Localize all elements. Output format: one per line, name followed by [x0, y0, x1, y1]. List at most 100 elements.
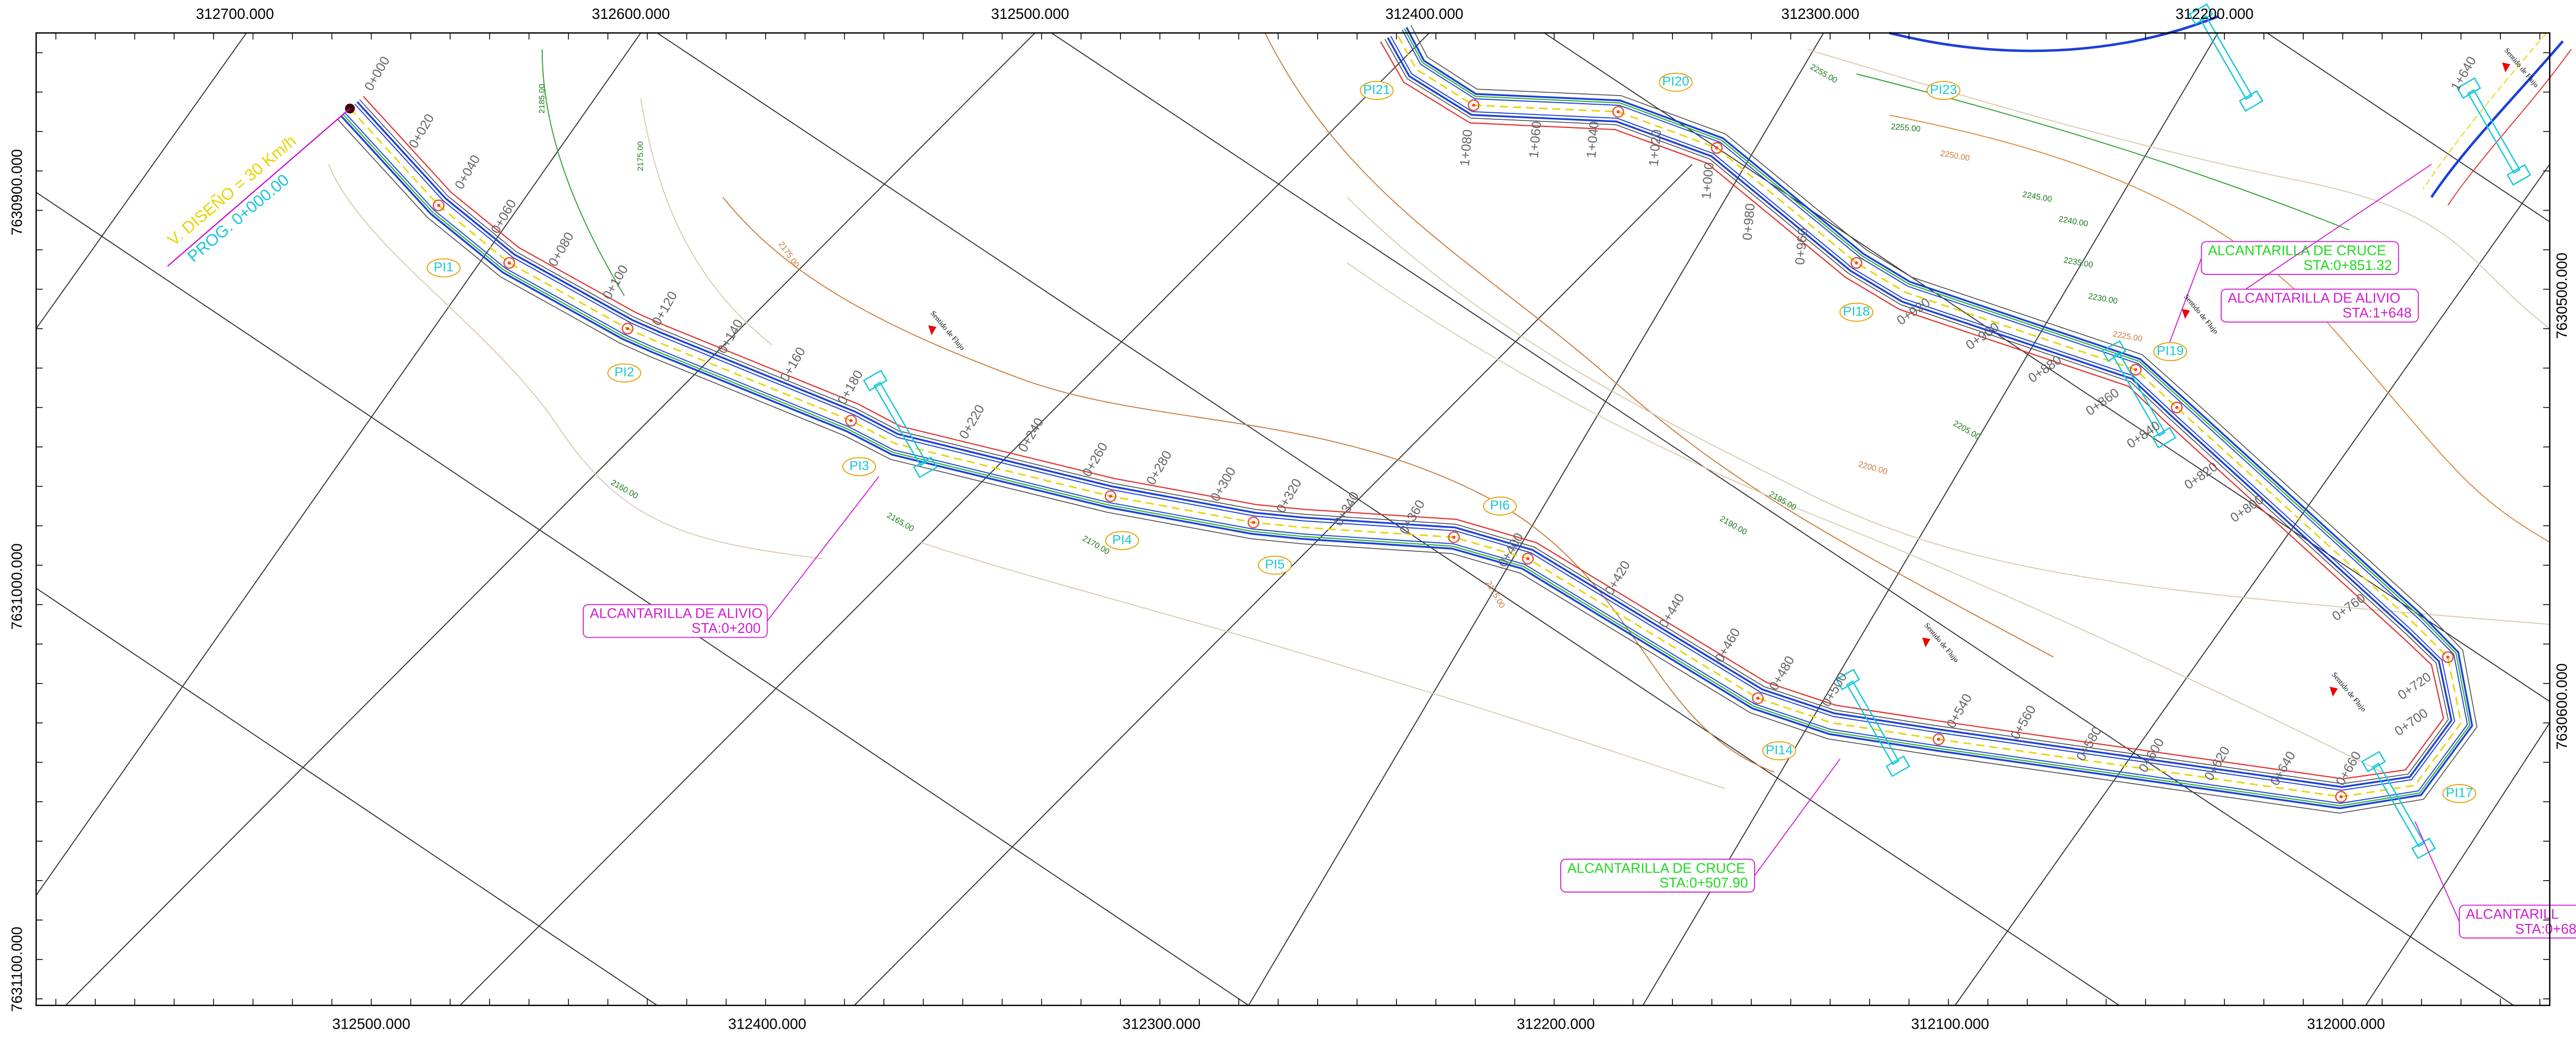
callout-title: ALCANTARILLA DE CRUCE — [2208, 243, 2386, 258]
callout-box — [2459, 904, 2576, 939]
pi-point-center — [1756, 697, 1760, 700]
contours — [328, 15, 2572, 789]
callout-leader — [2168, 258, 2202, 346]
pi-point-center — [2134, 368, 2137, 372]
bottom-coordinate: 312000.000 — [2307, 1016, 2385, 1032]
pi-marker — [607, 363, 642, 383]
road-line — [345, 29, 2468, 804]
pi-point — [433, 199, 445, 212]
culvert — [862, 369, 938, 478]
pi-point-center — [2175, 406, 2179, 409]
pi-point — [1932, 733, 1945, 746]
road-line — [337, 25, 2478, 814]
station-label: 1+060 — [1527, 120, 1545, 158]
pi-point-center — [1452, 535, 1456, 539]
right-coordinate: 7630600.000 — [2553, 663, 2570, 749]
pi-label: PI21 — [1363, 83, 1390, 97]
callout-box — [583, 604, 768, 638]
pi-point-center — [1109, 494, 1112, 498]
pi-point — [2442, 651, 2454, 663]
culvert-pipe — [873, 381, 927, 467]
culvert-head — [2101, 340, 2127, 362]
callout-box — [1560, 859, 1755, 893]
callout-title: ALCANTARILLA DE CRUCE — [1567, 861, 1745, 876]
pi-label: PI1 — [434, 260, 454, 274]
culvert-head — [2188, 3, 2214, 25]
right-coordinate: 7630500.000 — [2553, 253, 2570, 339]
left-coordinate: 7630900.000 — [9, 149, 25, 235]
top-coordinate: 312300.000 — [1781, 5, 1859, 22]
pi-point-center — [508, 261, 511, 265]
flow-arrow — [2502, 62, 2511, 73]
culvert-pipe — [2112, 352, 2166, 437]
road-alignment — [167, 3, 2532, 860]
pi-label: PI20 — [1662, 75, 1689, 89]
road-line — [356, 37, 2453, 788]
top-coordinate: 312400.000 — [1385, 5, 1464, 22]
pi-marker — [1105, 531, 1139, 550]
station-label: 1+000 — [1699, 162, 1717, 200]
pi-marker — [842, 457, 876, 476]
contour-label: 2175.00 — [636, 141, 645, 171]
top-coordinate: 312700.000 — [196, 5, 274, 22]
bottom-coordinate: 312200.000 — [1517, 1016, 1595, 1032]
pi-marker — [1483, 496, 1517, 516]
pi-point — [2129, 363, 2142, 376]
culvert-head — [2506, 164, 2532, 186]
station-label: 0+960 — [1793, 227, 1811, 265]
callout-leader — [2221, 164, 2432, 306]
culvert-head — [2456, 77, 2481, 99]
pi-point-center — [1616, 110, 1620, 114]
pi-point — [2335, 791, 2347, 803]
pi-label: PI18 — [1843, 305, 1870, 319]
culvert-head — [1885, 755, 1911, 778]
pi-point-center — [1855, 261, 1858, 265]
culvert-head — [2238, 90, 2264, 112]
road-line — [359, 39, 2449, 785]
culvert-pipe — [2199, 15, 2253, 100]
flow-arrow — [928, 325, 936, 335]
flow-arrow — [1922, 637, 1931, 647]
callout-station: STA:0+507.90 — [1660, 876, 1748, 891]
pi-point-center — [626, 327, 630, 330]
start-leader — [167, 108, 350, 267]
pi-point-center — [437, 204, 441, 207]
pi-point — [1247, 516, 1260, 529]
pi-point — [1850, 256, 1863, 269]
top-coordinate: 312600.000 — [592, 5, 670, 22]
culvert — [1835, 668, 1911, 778]
culvert-head — [2152, 427, 2176, 449]
road-line — [354, 36, 2456, 791]
pi-marker — [1839, 302, 1873, 322]
pi-marker — [1258, 556, 1292, 575]
culvert — [2188, 3, 2264, 112]
pi-point-center — [1472, 103, 1475, 107]
pi-point-center — [1252, 521, 1256, 524]
pi-point — [1711, 142, 1723, 154]
left-coordinate: 7631000.000 — [9, 543, 25, 630]
callout-leader — [2415, 821, 2460, 922]
pi-point — [845, 415, 857, 427]
pi-marker — [2442, 784, 2477, 803]
pi-marker — [427, 258, 461, 278]
pi-point — [1467, 99, 1480, 111]
culvert-head — [862, 369, 888, 391]
culvert-pipe — [1846, 680, 1900, 766]
pi-label: PI4 — [1112, 532, 1132, 547]
pi-label: PI19 — [2157, 344, 2184, 359]
pi-label: PI14 — [1766, 743, 1793, 758]
callout-station: STA:1+648 — [2343, 306, 2412, 321]
station-label: 1+020 — [1647, 129, 1664, 167]
culvert-head — [2411, 838, 2436, 860]
callout-leader — [766, 476, 880, 622]
road-line — [341, 27, 2473, 809]
top-coordinate: 312200.000 — [2175, 5, 2254, 22]
pi-marker — [2153, 342, 2187, 361]
left-coordinate: 7631100.000 — [9, 927, 25, 1012]
pi-point-center — [2339, 795, 2343, 799]
pi-label: PI6 — [1490, 498, 1510, 513]
pi-marker — [1926, 80, 1961, 100]
pi-marker — [1762, 741, 1796, 761]
pi-label: PI17 — [2446, 786, 2473, 800]
